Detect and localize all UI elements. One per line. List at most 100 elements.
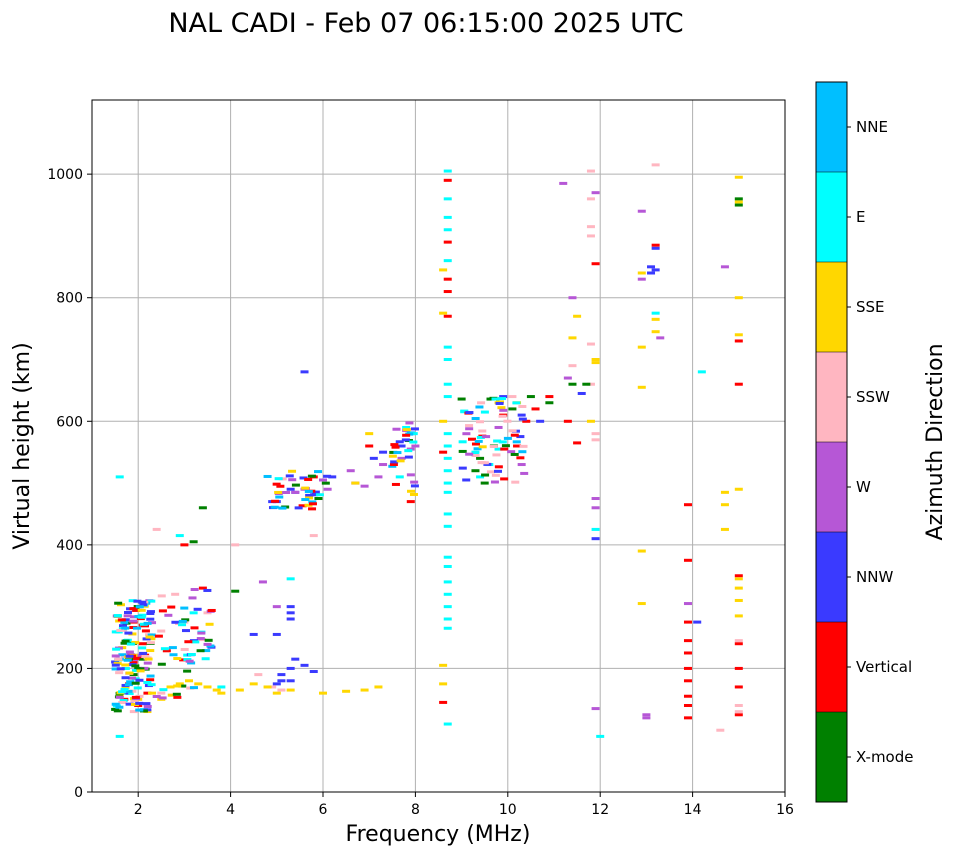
echo-mark-x-mode [314, 497, 323, 501]
echo-mark-nnw [395, 440, 404, 444]
echo-mark-e [404, 449, 413, 453]
echo-mark-ssw [489, 445, 498, 449]
echo-mark-vertical [129, 607, 138, 611]
echo-mark-ssw [146, 641, 155, 645]
echo-mark-sse [185, 679, 194, 683]
echo-mark-vertical [516, 456, 525, 460]
echo-mark-vertical [146, 678, 155, 682]
echo-mark-nnw [139, 603, 148, 607]
echo-mark-nnw [379, 450, 388, 454]
echo-mark-w [656, 336, 665, 340]
echo-mark-e [131, 669, 140, 673]
echo-mark-e [443, 228, 452, 232]
echo-mark-sse [439, 311, 448, 315]
echo-mark-sse [734, 200, 743, 204]
echo-mark-sse [136, 669, 145, 673]
echo-mark-x-mode [321, 481, 330, 485]
echo-mark-vertical [443, 178, 452, 182]
echo-mark-sse [319, 691, 327, 695]
echo-mark-w [129, 619, 138, 623]
y-axis-ticks: 0 200 400 600 800 1000 [47, 167, 92, 801]
echo-mark-w [125, 650, 134, 654]
echo-mark-e [409, 432, 418, 436]
echo-mark-nne [512, 440, 521, 444]
echo-mark-sse [439, 663, 448, 667]
echo-mark-sse [495, 400, 504, 404]
echo-mark-ssw [268, 685, 277, 689]
echo-mark-vertical [683, 639, 692, 643]
echo-mark-sse [573, 314, 582, 318]
echo-mark-nnw [465, 411, 474, 415]
echo-mark-nnw [272, 682, 281, 686]
echo-mark-sse [144, 657, 153, 661]
echo-mark-nnw [647, 265, 656, 269]
echo-mark-x-mode [120, 641, 129, 645]
echo-mark-w [494, 425, 503, 429]
echo-mark-nnw [286, 611, 295, 615]
echo-mark-sse [374, 685, 383, 689]
colorbar: X-mode Vertical NNW W SSW SSE E NNE [815, 81, 913, 803]
x-axis-label: Frequency (MHz) [346, 822, 531, 847]
echo-mark-x-mode [181, 618, 190, 622]
echo-mark-nne [120, 620, 129, 624]
echo-mark-nnw [139, 651, 148, 655]
data-marks [111, 163, 743, 738]
echo-mark-ssw [519, 444, 528, 448]
plot-background [92, 100, 785, 792]
x-tick-label: 12 [591, 802, 609, 818]
echo-mark-sse [121, 685, 130, 689]
echo-mark-ssw [478, 429, 487, 433]
echo-mark-e [115, 475, 124, 479]
echo-mark-nne [471, 416, 480, 420]
echo-mark-nne [135, 605, 144, 609]
y-tick-label: 0 [74, 785, 83, 801]
echo-mark-sse [286, 688, 295, 692]
echo-mark-vertical [510, 433, 519, 437]
echo-mark-w [392, 427, 401, 431]
echo-mark-nnw [146, 611, 155, 615]
echo-mark-ssw [152, 527, 161, 531]
echo-mark-e [443, 626, 452, 630]
echo-mark-nnw [299, 476, 308, 480]
echo-mark-ssw [508, 395, 517, 399]
echo-mark-vertical [439, 450, 448, 454]
echo-mark-nne [393, 451, 402, 455]
echo-mark-e [476, 475, 485, 479]
echo-mark-vertical [141, 629, 150, 633]
echo-mark-x-mode [129, 673, 138, 677]
echo-mark-vertical [271, 499, 280, 503]
echo-mark-sse [365, 432, 374, 436]
echo-mark-nnw [135, 678, 144, 682]
plot-area: 2 4 6 8 10 12 14 16 0 200 400 600 800 1000 [47, 99, 794, 818]
echo-mark-x-mode [510, 452, 519, 456]
echo-mark-sse [263, 685, 272, 689]
echo-mark-nnw [516, 435, 525, 439]
y-tick-label: 400 [56, 538, 83, 554]
echo-mark-x-mode [172, 692, 181, 696]
echo-mark-sse [439, 682, 448, 686]
echo-mark-e [443, 481, 452, 485]
echo-mark-ssw [586, 382, 595, 386]
echo-mark-x-mode [486, 397, 495, 401]
echo-mark-x-mode [183, 669, 192, 673]
echo-mark-x-mode [139, 709, 148, 713]
echo-mark-vertical [683, 620, 692, 624]
echo-mark-e [137, 615, 146, 619]
echo-mark-x-mode [545, 401, 554, 405]
echo-mark-nne [270, 505, 279, 509]
echo-mark-nne [111, 702, 120, 706]
echo-mark-e [443, 444, 452, 448]
echo-mark-ssw [129, 710, 138, 714]
echo-mark-e [443, 722, 452, 726]
echo-mark-w [591, 707, 600, 711]
echo-mark-sse [439, 268, 448, 272]
echo-mark-sse [301, 486, 310, 490]
echo-mark-e [217, 685, 226, 689]
echo-mark-nne [206, 644, 215, 648]
echo-mark-e [201, 657, 210, 661]
echo-mark-e [498, 397, 507, 401]
echo-mark-nnw [517, 413, 526, 417]
echo-mark-ssw [309, 534, 318, 538]
echo-mark-nne [518, 450, 527, 454]
echo-mark-x-mode [196, 649, 205, 653]
